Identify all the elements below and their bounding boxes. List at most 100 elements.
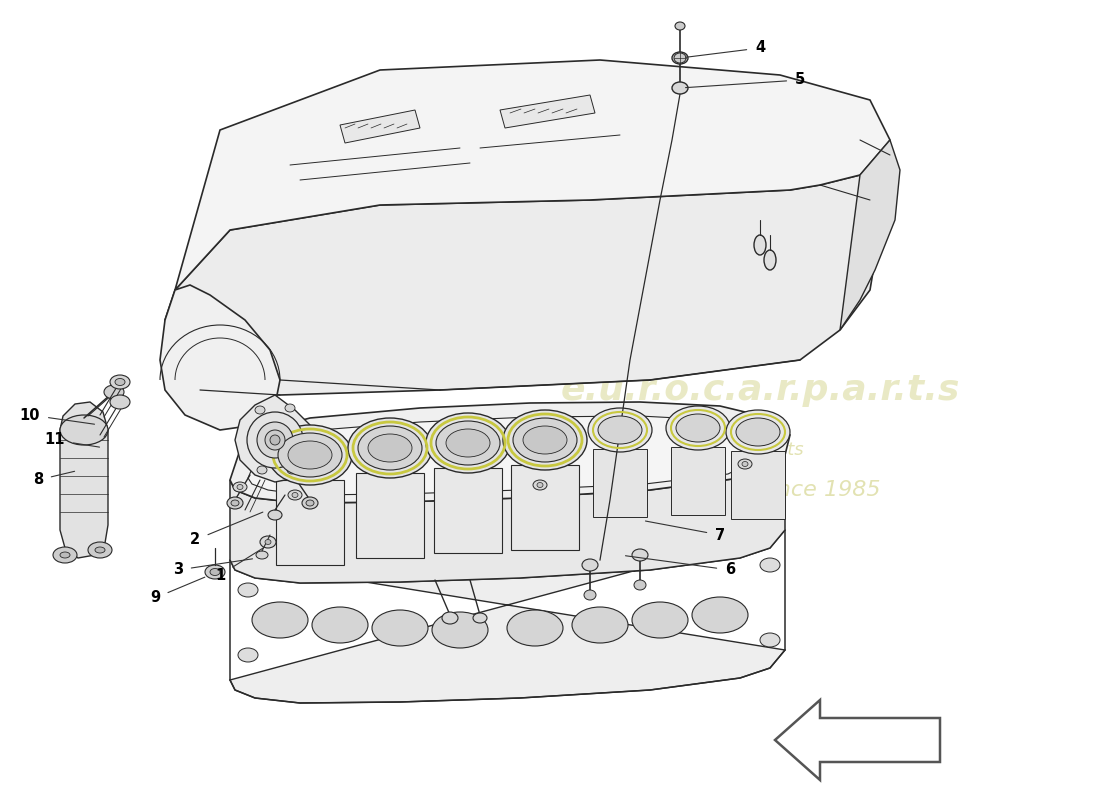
Ellipse shape	[60, 415, 108, 445]
Ellipse shape	[674, 53, 686, 63]
Polygon shape	[776, 700, 940, 780]
Polygon shape	[160, 285, 280, 430]
Ellipse shape	[726, 410, 790, 454]
Polygon shape	[60, 402, 108, 558]
Text: e.u.r.o.c.a.r.p.a.r.t.s: e.u.r.o.c.a.r.p.a.r.t.s	[560, 373, 959, 407]
Ellipse shape	[436, 421, 500, 465]
Polygon shape	[732, 451, 785, 519]
Polygon shape	[434, 468, 502, 553]
Ellipse shape	[692, 597, 748, 633]
Ellipse shape	[760, 633, 780, 647]
Ellipse shape	[265, 430, 285, 450]
Polygon shape	[356, 473, 424, 558]
Ellipse shape	[95, 547, 104, 553]
Text: 11: 11	[45, 433, 99, 447]
Ellipse shape	[522, 426, 566, 454]
Ellipse shape	[598, 416, 642, 444]
Ellipse shape	[572, 607, 628, 643]
Ellipse shape	[285, 404, 295, 412]
Ellipse shape	[306, 500, 313, 506]
Polygon shape	[593, 449, 647, 517]
Ellipse shape	[238, 648, 258, 662]
Polygon shape	[175, 60, 890, 290]
Ellipse shape	[584, 590, 596, 600]
Text: 5: 5	[685, 73, 805, 88]
Ellipse shape	[676, 414, 720, 442]
Text: 4: 4	[685, 41, 766, 58]
Ellipse shape	[473, 613, 487, 623]
Ellipse shape	[312, 607, 368, 643]
Ellipse shape	[588, 408, 652, 452]
Text: 10: 10	[20, 407, 95, 424]
Ellipse shape	[738, 459, 752, 469]
Ellipse shape	[537, 482, 543, 487]
Ellipse shape	[446, 429, 490, 457]
Ellipse shape	[252, 602, 308, 638]
Ellipse shape	[742, 462, 748, 466]
Ellipse shape	[104, 385, 124, 399]
Ellipse shape	[227, 497, 243, 509]
Text: 2: 2	[190, 512, 263, 547]
Ellipse shape	[675, 22, 685, 30]
Ellipse shape	[205, 565, 225, 579]
Ellipse shape	[632, 602, 688, 638]
Ellipse shape	[53, 547, 77, 563]
Ellipse shape	[764, 250, 776, 270]
Polygon shape	[248, 416, 758, 495]
Ellipse shape	[534, 480, 547, 490]
Ellipse shape	[288, 441, 332, 469]
Polygon shape	[671, 447, 725, 515]
Ellipse shape	[268, 510, 282, 520]
Ellipse shape	[287, 466, 297, 474]
Ellipse shape	[88, 542, 112, 558]
Ellipse shape	[236, 485, 243, 490]
Ellipse shape	[238, 583, 258, 597]
Text: 8: 8	[33, 471, 75, 487]
Ellipse shape	[442, 612, 458, 624]
Ellipse shape	[233, 482, 248, 492]
Ellipse shape	[257, 466, 267, 474]
Ellipse shape	[368, 434, 412, 462]
Ellipse shape	[672, 82, 688, 94]
Text: 1: 1	[214, 548, 263, 582]
Ellipse shape	[270, 435, 280, 445]
Polygon shape	[512, 465, 579, 550]
Ellipse shape	[116, 378, 125, 386]
Ellipse shape	[110, 375, 130, 389]
Text: 3: 3	[173, 559, 253, 578]
Text: 9: 9	[150, 577, 205, 606]
Ellipse shape	[248, 412, 302, 468]
Ellipse shape	[348, 418, 432, 478]
Text: since 1985: since 1985	[759, 480, 881, 500]
Ellipse shape	[60, 552, 70, 558]
Ellipse shape	[256, 551, 268, 559]
Polygon shape	[165, 175, 880, 395]
Ellipse shape	[760, 558, 780, 572]
Ellipse shape	[754, 235, 766, 255]
Polygon shape	[276, 480, 344, 565]
Ellipse shape	[231, 500, 239, 506]
Ellipse shape	[507, 610, 563, 646]
Ellipse shape	[255, 406, 265, 414]
Ellipse shape	[260, 536, 276, 548]
Ellipse shape	[426, 413, 510, 473]
Ellipse shape	[372, 610, 428, 646]
Ellipse shape	[634, 580, 646, 590]
Ellipse shape	[666, 406, 730, 450]
Polygon shape	[340, 110, 420, 143]
Ellipse shape	[632, 549, 648, 561]
Ellipse shape	[302, 497, 318, 509]
Text: 6: 6	[626, 556, 735, 578]
Ellipse shape	[288, 490, 302, 500]
Text: 7: 7	[646, 521, 725, 542]
Ellipse shape	[268, 425, 352, 485]
Ellipse shape	[503, 410, 587, 470]
Ellipse shape	[278, 433, 342, 477]
Ellipse shape	[582, 559, 598, 571]
Ellipse shape	[292, 493, 298, 498]
Ellipse shape	[432, 612, 488, 648]
Polygon shape	[230, 455, 785, 583]
Polygon shape	[840, 140, 900, 330]
Ellipse shape	[265, 539, 271, 545]
Ellipse shape	[110, 395, 130, 409]
